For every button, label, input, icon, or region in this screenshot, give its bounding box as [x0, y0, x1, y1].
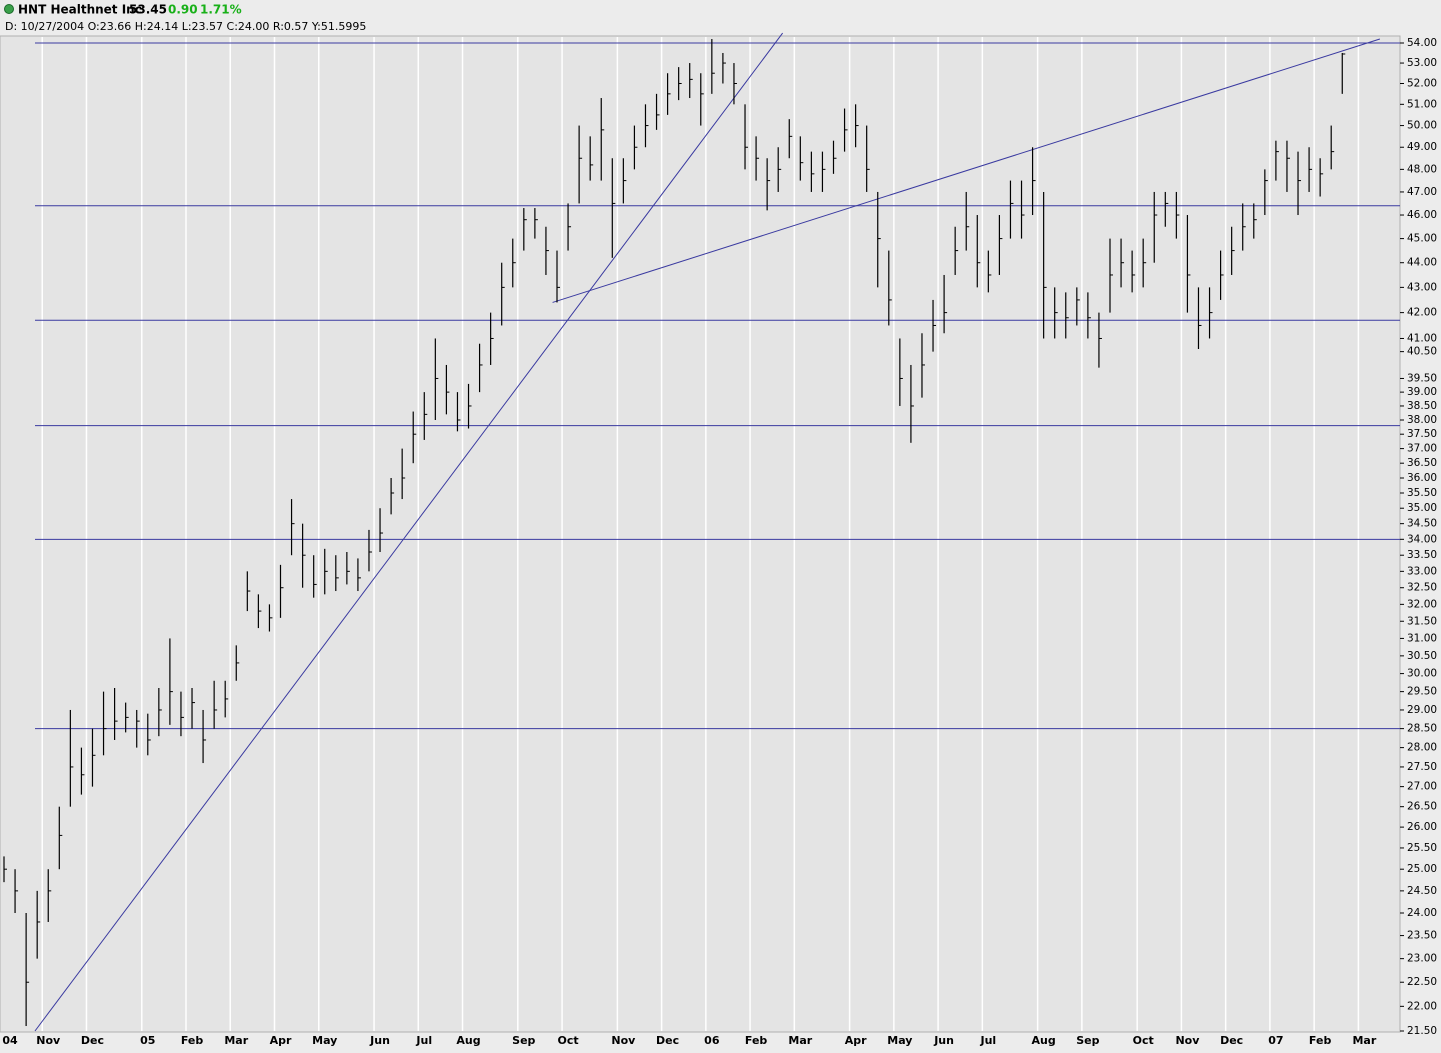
x-tick-label: Jun: [369, 1034, 390, 1047]
y-tick-label: 50.00: [1407, 120, 1437, 132]
x-tick-label: Oct: [557, 1034, 578, 1047]
x-tick-label: Jul: [415, 1034, 432, 1047]
x-tick-label: Apr: [270, 1034, 292, 1047]
y-tick-label: 38.50: [1407, 400, 1437, 412]
y-tick-label: 45.00: [1407, 233, 1437, 245]
y-tick-label: 22.50: [1407, 976, 1437, 988]
x-tick-label: Dec: [656, 1034, 679, 1047]
y-tick-label: 33.00: [1407, 565, 1437, 577]
y-tick-label: 36.50: [1407, 457, 1437, 469]
x-tick-label: Feb: [1309, 1034, 1332, 1047]
y-tick-label: 44.00: [1407, 257, 1437, 269]
x-tick-label: Mar: [788, 1034, 812, 1047]
y-tick-label: 32.00: [1407, 598, 1437, 610]
x-tick-label: Aug: [1032, 1034, 1056, 1047]
y-tick-label: 21.50: [1407, 1025, 1437, 1037]
x-tick-label: Mar: [224, 1034, 248, 1047]
x-tick-label: 07: [1268, 1034, 1283, 1047]
y-tick-label: 47.00: [1407, 186, 1437, 198]
y-tick-label: 27.00: [1407, 781, 1437, 793]
price-change: 0.90: [168, 3, 198, 17]
y-tick-label: 54.00: [1407, 37, 1437, 49]
trendline: [552, 38, 1381, 303]
plot-area: [0, 35, 1401, 1033]
y-tick-label: 26.00: [1407, 821, 1437, 833]
y-tick-label: 32.50: [1407, 582, 1437, 594]
last-price: 53.45: [129, 3, 167, 17]
x-tick-label: Nov: [611, 1034, 636, 1047]
y-tick-label: 53.00: [1407, 57, 1437, 69]
x-tick-label: 06: [704, 1034, 720, 1047]
x-tick-label: 05: [140, 1034, 155, 1047]
x-tick-label: Feb: [181, 1034, 204, 1047]
y-tick-label: 42.00: [1407, 307, 1437, 319]
y-tick-label: 48.00: [1407, 163, 1437, 175]
x-tick-label: Sep: [1076, 1034, 1099, 1047]
ticker-name: HNT Healthnet Inc: [18, 3, 142, 17]
x-tick-label: Dec: [81, 1034, 104, 1047]
bar-info: D: 10/27/2004 O:23.66 H:24.14 L:23.57 C:…: [5, 20, 366, 33]
y-tick-label: 25.50: [1407, 842, 1437, 854]
y-tick-label: 37.50: [1407, 428, 1437, 440]
y-tick-label: 34.50: [1407, 518, 1437, 530]
y-tick-label: 38.00: [1407, 414, 1437, 426]
y-tick-label: 43.00: [1407, 281, 1437, 293]
x-tick-label: Nov: [36, 1034, 61, 1047]
x-tick-label: Apr: [845, 1034, 867, 1047]
y-tick-label: 31.50: [1407, 615, 1437, 627]
x-tick-label: May: [887, 1034, 912, 1047]
y-tick-label: 41.00: [1407, 332, 1437, 344]
x-tick-label: Jun: [933, 1034, 954, 1047]
x-tick-label: Nov: [1175, 1034, 1200, 1047]
y-tick-label: 39.00: [1407, 386, 1437, 398]
y-tick-label: 30.00: [1407, 668, 1437, 680]
y-tick-label: 35.50: [1407, 487, 1437, 499]
price-change-pct: 1.71%: [200, 3, 242, 17]
y-tick-label: 24.00: [1407, 907, 1437, 919]
x-tick-label: Dec: [1220, 1034, 1243, 1047]
y-tick-label: 23.50: [1407, 930, 1437, 942]
y-tick-label: 28.00: [1407, 742, 1437, 754]
status-icon: [4, 4, 14, 14]
y-tick-label: 35.00: [1407, 502, 1437, 514]
y-tick-label: 30.50: [1407, 650, 1437, 662]
x-tick-label: Mar: [1352, 1034, 1376, 1047]
y-tick-label: 51.00: [1407, 98, 1437, 110]
y-tick-label: 36.00: [1407, 472, 1437, 484]
y-tick-label: 31.00: [1407, 632, 1437, 644]
trendline: [34, 32, 784, 1032]
x-tick-label: Feb: [745, 1034, 768, 1047]
x-tick-label: Oct: [1133, 1034, 1154, 1047]
y-tick-label: 29.00: [1407, 704, 1437, 716]
y-tick-label: 22.00: [1407, 1000, 1437, 1012]
y-tick-label: 39.50: [1407, 372, 1437, 384]
y-tick-label: 27.50: [1407, 761, 1437, 773]
y-tick-label: 37.00: [1407, 443, 1437, 455]
y-tick-label: 29.50: [1407, 686, 1437, 698]
y-tick-label: 33.50: [1407, 549, 1437, 561]
y-tick-label: 25.00: [1407, 863, 1437, 875]
y-tick-label: 46.00: [1407, 209, 1437, 221]
x-tick-label: Jul: [979, 1034, 996, 1047]
y-tick-label: 34.00: [1407, 533, 1437, 545]
x-tick-label: May: [312, 1034, 337, 1047]
y-tick-label: 24.50: [1407, 885, 1437, 897]
x-tick-label: 04: [2, 1034, 18, 1047]
y-tick-label: 49.00: [1407, 141, 1437, 153]
x-tick-label: Aug: [456, 1034, 480, 1047]
y-tick-label: 23.00: [1407, 953, 1437, 965]
y-tick-label: 26.50: [1407, 801, 1437, 813]
y-tick-label: 28.50: [1407, 723, 1437, 735]
y-tick-label: 52.00: [1407, 77, 1437, 89]
y-tick-label: 40.50: [1407, 346, 1437, 358]
x-tick-label: Sep: [512, 1034, 535, 1047]
